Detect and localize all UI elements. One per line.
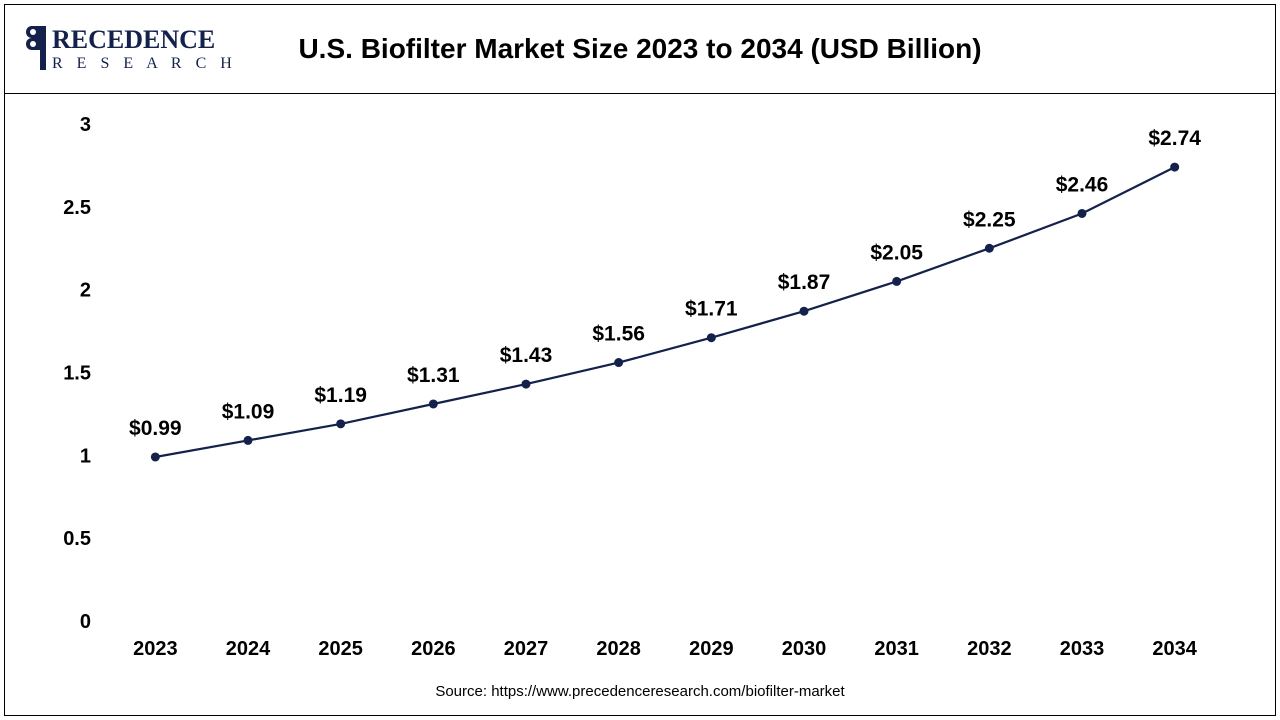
x-tick-label: 2029 — [689, 638, 734, 660]
y-axis-ticks: 0 0.5 1 1.5 2 2.5 3 — [63, 114, 91, 633]
precedence-logo-icon: RECEDENCE R E S E A R C H — [22, 18, 242, 76]
data-point — [892, 277, 901, 286]
x-tick-label: 2025 — [318, 638, 363, 660]
x-tick-label: 2027 — [504, 638, 549, 660]
x-tick-label: 2026 — [411, 638, 456, 660]
value-label: $2.05 — [870, 241, 923, 264]
value-labels: $0.99 $1.09 $1.19 $1.31 $1.43 $1.56 $1.71 $1.87… — [129, 127, 1201, 440]
value-label: $1.19 — [314, 384, 367, 407]
data-point — [336, 419, 345, 428]
data-point — [985, 244, 994, 253]
x-tick-label: 2028 — [596, 638, 641, 660]
brand-logo: RECEDENCE R E S E A R C H — [22, 18, 242, 76]
data-point — [800, 307, 809, 316]
data-point — [1078, 209, 1087, 218]
x-tick-label: 2032 — [967, 638, 1012, 660]
y-tick-label: 2 — [80, 280, 91, 302]
data-point — [522, 380, 531, 389]
series-line — [155, 167, 1174, 457]
header-band: RECEDENCE R E S E A R C H U.S. Biofilter… — [4, 4, 1276, 94]
x-tick-label: 2023 — [133, 638, 178, 660]
value-label: $1.09 — [222, 400, 275, 423]
value-label: $1.31 — [407, 364, 460, 387]
series-markers — [151, 163, 1179, 462]
x-tick-label: 2030 — [782, 638, 827, 660]
value-label: $1.87 — [778, 271, 831, 294]
logo-main-text: RECEDENCE — [52, 25, 215, 54]
y-tick-label: 1.5 — [63, 363, 91, 385]
y-tick-label: 2.5 — [63, 197, 91, 219]
data-point — [429, 399, 438, 408]
data-point — [151, 452, 160, 461]
value-label: $1.43 — [500, 344, 553, 367]
x-tick-label: 2024 — [226, 638, 271, 660]
value-label: $1.56 — [592, 323, 645, 346]
value-label: $1.71 — [685, 298, 738, 321]
y-tick-label: 0.5 — [63, 528, 91, 550]
data-point — [614, 358, 623, 367]
line-chart: 00.511.522.53 20232024202520262027202820… — [4, 94, 1276, 716]
data-point — [1170, 163, 1179, 172]
x-tick-label: 2034 — [1152, 638, 1197, 660]
x-axis-ticks: 2023 2024 2025 2026 2027 2028 2029 2030 2031 2032… — [133, 638, 1198, 660]
source-caption: Source: https://www.precedenceresearch.c… — [435, 683, 845, 700]
y-tick-label: 0 — [80, 611, 91, 633]
data-point — [244, 436, 253, 445]
data-point — [707, 333, 716, 342]
logo-sub-text: R E S E A R C H — [52, 55, 237, 72]
plot-area: 00.511.522.53 20232024202520262027202820… — [4, 94, 1276, 716]
value-label: $2.46 — [1056, 173, 1109, 196]
value-label: $0.99 — [129, 417, 182, 440]
y-tick-label: 1 — [80, 445, 91, 467]
x-tick-label: 2031 — [874, 638, 919, 660]
y-tick-label: 3 — [80, 114, 91, 136]
x-tick-label: 2033 — [1060, 638, 1105, 660]
value-label: $2.74 — [1148, 127, 1201, 150]
value-label: $2.25 — [963, 208, 1016, 231]
